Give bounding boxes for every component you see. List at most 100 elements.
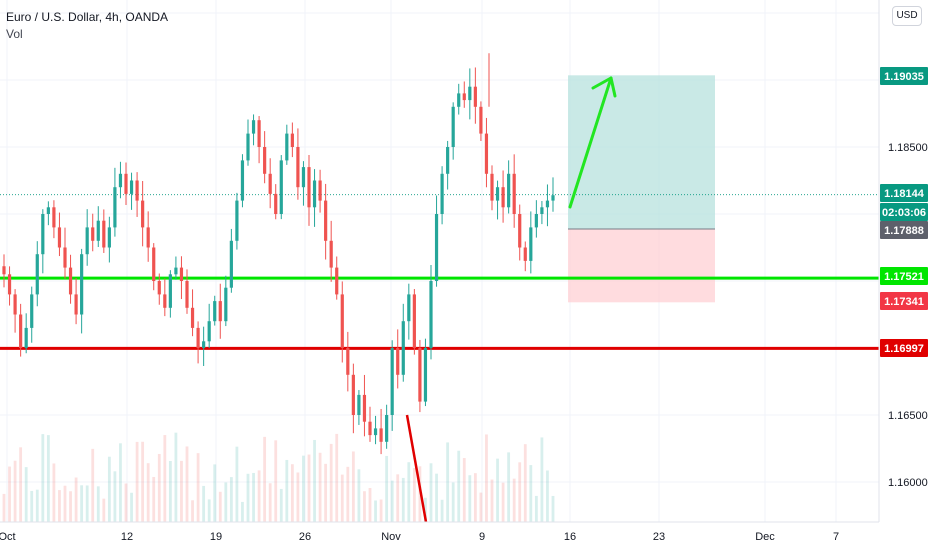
candle-body bbox=[274, 193, 278, 214]
profit-zone bbox=[568, 75, 715, 230]
candle-body bbox=[279, 160, 283, 214]
volume-bar bbox=[274, 440, 278, 522]
time-tick-label: Dec bbox=[755, 531, 775, 543]
volume-bar bbox=[407, 462, 411, 522]
volume-bar bbox=[529, 465, 533, 522]
candle-body bbox=[468, 86, 472, 101]
green-arrow-head bbox=[591, 76, 617, 98]
volume-bar bbox=[357, 469, 361, 522]
candle-body bbox=[340, 294, 344, 348]
volume-bar bbox=[191, 500, 194, 522]
candle-body bbox=[307, 167, 311, 208]
candle-body bbox=[351, 374, 355, 415]
price-tick-label: 1.16000 bbox=[888, 477, 928, 489]
volume-bar bbox=[446, 442, 450, 522]
volume-bar bbox=[440, 499, 444, 522]
candle-body bbox=[46, 207, 50, 214]
volume-bar bbox=[141, 441, 145, 522]
volume-bar bbox=[202, 485, 206, 522]
candle-body bbox=[146, 227, 150, 248]
volume-bar bbox=[296, 472, 300, 522]
candle-body bbox=[224, 287, 228, 322]
volume-bar bbox=[318, 452, 322, 522]
candle-body bbox=[312, 180, 317, 208]
long-position-tool[interactable] bbox=[568, 75, 715, 303]
volume-bar bbox=[302, 455, 305, 522]
candle-body bbox=[163, 294, 167, 308]
volume-bar bbox=[534, 495, 538, 522]
candle-body bbox=[440, 173, 444, 214]
drawn-arrows[interactable] bbox=[405, 76, 617, 523]
volume-bar bbox=[102, 498, 106, 522]
candle-body bbox=[335, 267, 339, 295]
volume-bar bbox=[368, 487, 372, 522]
volume-bar bbox=[490, 479, 494, 522]
candle-body bbox=[479, 106, 483, 134]
volume-bar bbox=[435, 473, 438, 522]
candle-body bbox=[179, 267, 184, 281]
price-label-red-line: 1.16997 bbox=[884, 343, 924, 355]
candle-body bbox=[218, 301, 222, 322]
candle-body bbox=[41, 214, 45, 255]
volume-bar bbox=[24, 467, 28, 522]
volume-bar bbox=[35, 489, 39, 522]
candle-body bbox=[152, 247, 156, 281]
candle-body bbox=[196, 327, 200, 348]
candle-body bbox=[507, 173, 511, 208]
candle-body bbox=[285, 133, 289, 161]
candle-body bbox=[418, 348, 422, 402]
candle-body bbox=[141, 200, 145, 228]
volume-bar bbox=[124, 483, 128, 522]
time-tick-label: 7 bbox=[833, 531, 839, 543]
currency-button[interactable]: USD bbox=[892, 6, 922, 26]
candle-body bbox=[57, 227, 62, 248]
candle-body bbox=[423, 348, 428, 402]
price-label-target: 1.19035 bbox=[884, 71, 924, 83]
volume-bar bbox=[135, 441, 139, 522]
volume-bar bbox=[429, 463, 433, 522]
volume-bar bbox=[174, 432, 178, 522]
candle-body bbox=[368, 421, 372, 436]
horizontal-lines[interactable] bbox=[0, 194, 879, 350]
price-label-entry: 1.17888 bbox=[884, 225, 924, 237]
volume-bar bbox=[390, 480, 394, 522]
volume-bar bbox=[113, 471, 117, 522]
time-axis[interactable]: Oct 12 19 26 Nov 9 16 23 Dec 7 bbox=[0, 531, 839, 543]
volume-indicator-label[interactable]: Vol bbox=[6, 27, 23, 41]
time-tick-label: 9 bbox=[479, 531, 485, 543]
volume-bar bbox=[91, 448, 95, 522]
candle-body bbox=[74, 294, 78, 315]
price-label-green-line-bg bbox=[880, 267, 928, 285]
price-axis[interactable]: 1.16000 1.16500 1.18500 bbox=[888, 142, 928, 489]
volume-bar bbox=[512, 478, 516, 522]
candle-body bbox=[235, 200, 239, 241]
time-tick-label: 19 bbox=[210, 531, 222, 543]
volume-bar bbox=[351, 451, 355, 522]
candle-body bbox=[202, 341, 206, 348]
candle-body bbox=[396, 348, 400, 375]
volume-bar bbox=[346, 466, 350, 522]
volume-bar bbox=[69, 491, 72, 522]
candle-body bbox=[318, 180, 322, 201]
candle-body bbox=[379, 428, 383, 442]
volume-bar bbox=[290, 464, 294, 522]
symbol-title: Euro / U.S. Dollar, 4h, OANDA bbox=[6, 10, 169, 24]
volume-bar bbox=[257, 470, 261, 522]
volume-bar bbox=[130, 492, 133, 522]
volume-bar bbox=[224, 482, 228, 522]
candle-body bbox=[501, 187, 505, 208]
volume-bar bbox=[8, 466, 11, 522]
candle-body bbox=[290, 133, 294, 147]
candle-body bbox=[412, 294, 416, 348]
volume-bars bbox=[2, 432, 555, 522]
candle-body bbox=[207, 321, 211, 342]
candle-body bbox=[518, 214, 522, 248]
volume-bar bbox=[46, 435, 50, 522]
volume-bar bbox=[412, 468, 416, 522]
candle-body bbox=[429, 281, 433, 348]
candle-body bbox=[246, 133, 250, 161]
volume-bar bbox=[374, 500, 377, 522]
price-label-last-bg bbox=[880, 184, 928, 202]
